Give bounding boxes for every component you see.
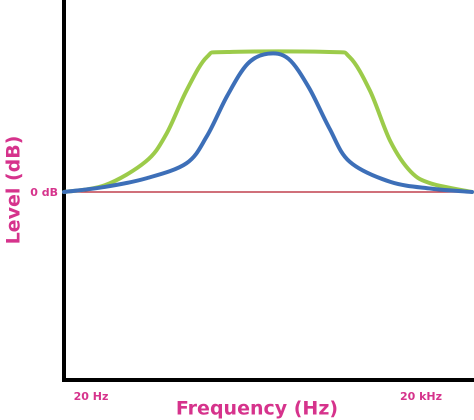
- x-tick-label: 20 Hz: [74, 390, 109, 403]
- series-layer: [62, 49, 474, 194]
- series-line-2: [62, 51, 474, 194]
- y-tick-label: 0 dB: [30, 186, 58, 199]
- x-tick-label: 20 kHz: [400, 390, 442, 403]
- series-line-1: [62, 49, 474, 194]
- y-axis-label: Level (dB): [3, 136, 25, 245]
- x-axis-label: Frequency (Hz): [176, 398, 338, 420]
